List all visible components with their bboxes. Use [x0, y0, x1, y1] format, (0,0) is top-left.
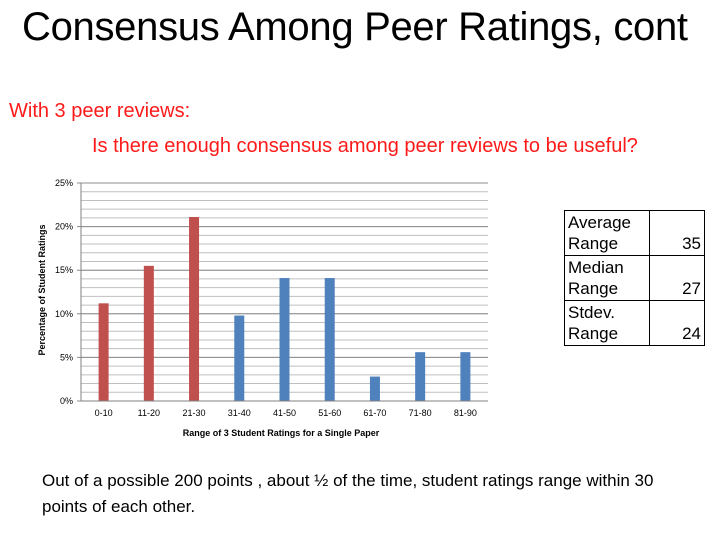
stats-table: Average Range 35 Median Range 27 Stdev. Range 24 — [564, 210, 705, 346]
x-axis-label: Range of 3 Student Ratings for a Single … — [183, 428, 380, 438]
y-tick-label: 0% — [60, 396, 73, 406]
bar-51-60 — [324, 278, 335, 401]
subtitle-peer-reviews: With 3 peer reviews: — [9, 100, 191, 122]
stats-label: Average Range — [564, 210, 650, 256]
footnote: Out of a possible 200 points , about ½ o… — [42, 471, 654, 516]
stats-row: Average Range 35 — [564, 210, 705, 256]
stats-value: 35 — [649, 210, 705, 256]
stats-label-line: Range — [568, 234, 619, 253]
slide-title: Consensus Among Peer Ratings, cont — [22, 5, 688, 49]
x-tick-label: 0-10 — [95, 408, 113, 418]
stats-label-line: Range — [568, 279, 619, 298]
stats-label-line: Range — [568, 324, 619, 343]
stats-row: Stdev. Range 24 — [564, 300, 705, 346]
x-tick-label: 21-30 — [183, 408, 206, 418]
x-tick-label: 51-60 — [318, 408, 341, 418]
stats-label: Stdev. Range — [564, 300, 650, 346]
bar-61-70 — [369, 376, 380, 401]
y-tick-label: 10% — [55, 309, 73, 319]
y-tick-label: 15% — [55, 265, 73, 275]
bar-41-50 — [279, 278, 290, 401]
bar-21-30 — [189, 217, 200, 401]
stats-label-line: Stdev. — [568, 303, 615, 322]
y-tick-label: 25% — [55, 178, 73, 188]
x-tick-label: 41-50 — [273, 408, 296, 418]
bar-81-90 — [460, 352, 471, 401]
stats-label-line: Average — [568, 213, 632, 232]
y-tick-label: 5% — [60, 352, 73, 362]
x-tick-label: 71-80 — [409, 408, 432, 418]
x-tick-label: 11-20 — [138, 408, 160, 418]
y-tick-label: 20% — [55, 222, 73, 232]
x-tick-label: 81-90 — [454, 408, 477, 418]
chart-bars — [98, 217, 471, 401]
bar-0-10 — [98, 303, 109, 401]
stats-value: 24 — [649, 300, 705, 346]
stats-value: 27 — [649, 255, 705, 301]
x-tick-label: 31-40 — [228, 408, 251, 418]
bar-71-80 — [415, 352, 426, 401]
bar-31-40 — [234, 315, 245, 401]
chart-axes: 0% 5% 10% 15% 20% 25% 0-10 11-20 21-30 31-40 41-50… — [55, 178, 488, 418]
question-text: Is there enough consensus among peer rev… — [92, 135, 638, 157]
bar-chart: 0% 5% 10% 15% 20% 25% 0-10 11-20 21-30 31-40 41-50… — [37, 178, 488, 438]
stats-row: Median Range 27 — [564, 255, 705, 301]
stats-label-line: Median — [568, 258, 624, 277]
bar-11-20 — [143, 265, 154, 401]
stats-label: Median Range — [564, 255, 650, 301]
x-tick-label: 61-70 — [363, 408, 386, 418]
y-axis-label: Percentage of Student Ratings — [37, 224, 47, 355]
